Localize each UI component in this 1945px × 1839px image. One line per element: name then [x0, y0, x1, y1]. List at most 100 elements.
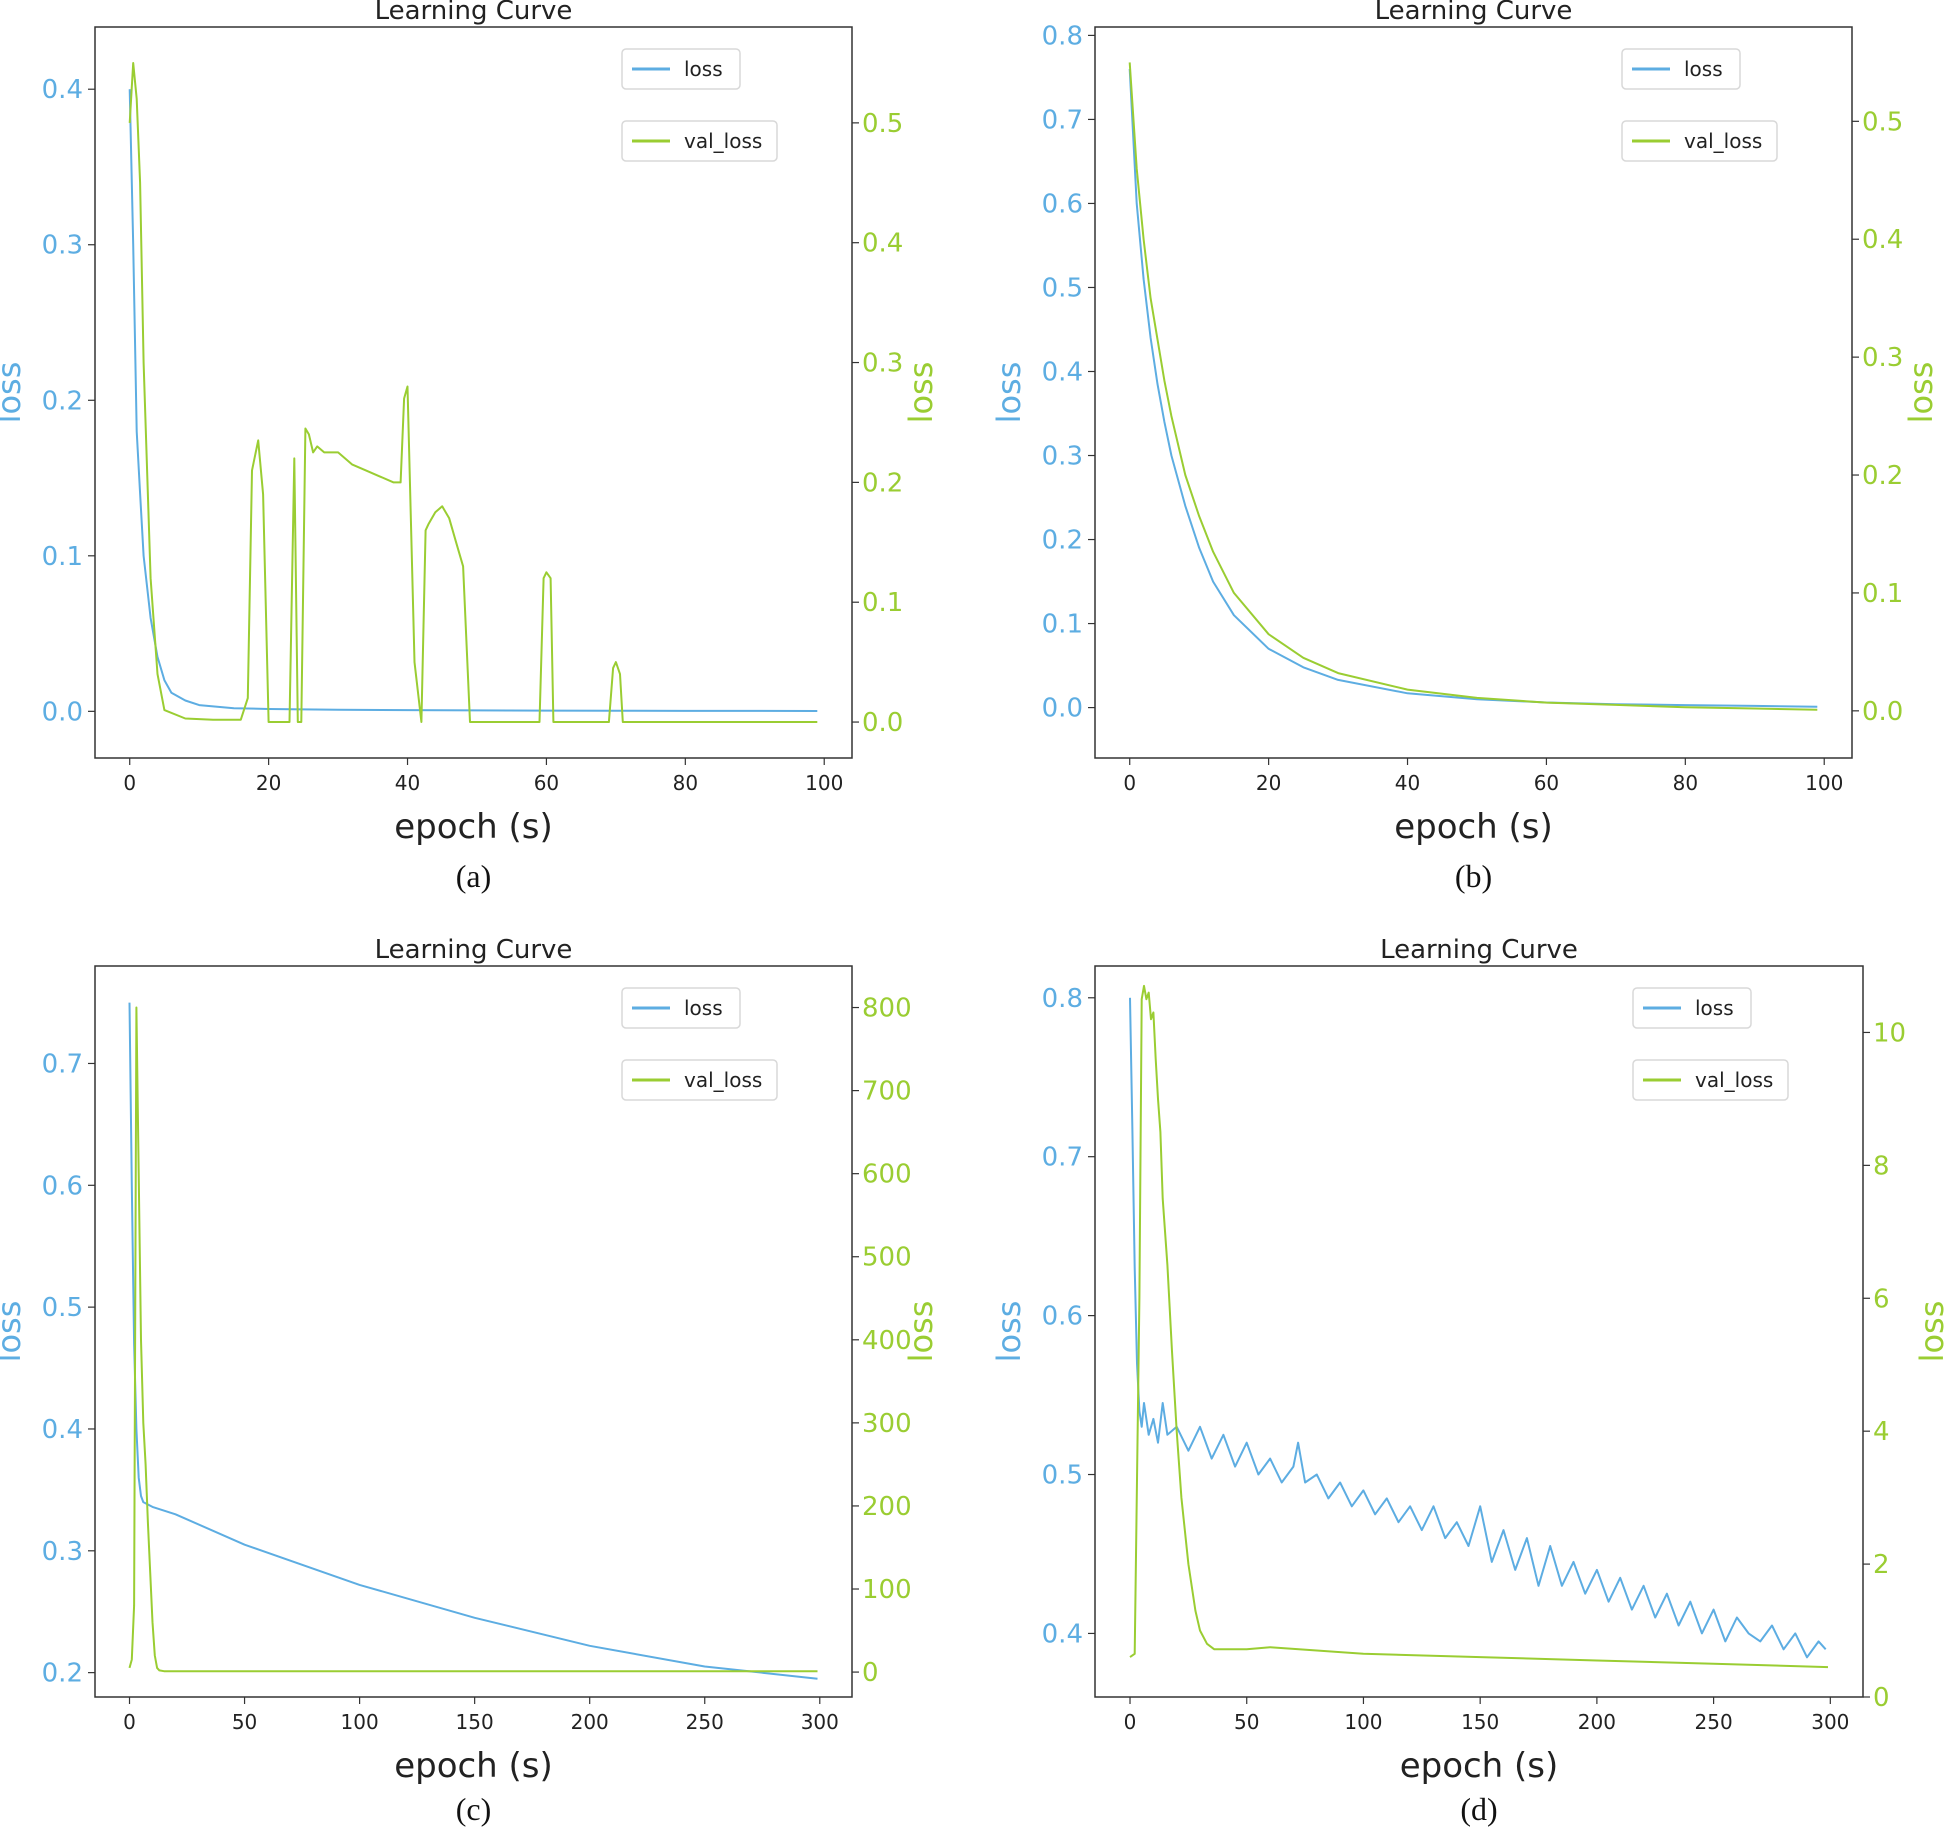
y-left-tick-label: 0.2: [42, 1659, 83, 1689]
legend-label: loss: [684, 57, 723, 81]
legend-box: [621, 987, 741, 1029]
y-left-tick-label: 0.0: [1042, 694, 1083, 724]
y-right-tick-label: 0.3: [862, 349, 903, 379]
chart-a: Learning Curve 0 20 40 60 80 100 epoch (s) 0.0 0.…: [0, 0, 940, 894]
legend-box: [621, 48, 741, 90]
series-line-loss: [1129, 997, 1827, 1659]
x-tick-label: 80: [673, 771, 698, 795]
subfigure-caption: (d): [1460, 1791, 1497, 1827]
x-tick-label: 60: [1534, 771, 1559, 795]
legend-label: loss: [1695, 996, 1734, 1020]
y-left-axis-label: loss: [0, 362, 28, 424]
x-tick-label: 60: [534, 771, 559, 795]
y-left-tick-label: 0.4: [42, 1415, 83, 1445]
y-right-tick-label: 100: [862, 1575, 912, 1605]
y-right-tick-label: 0.4: [1862, 225, 1903, 255]
plot-frame: [94, 26, 853, 759]
x-axis-label: epoch (s): [394, 807, 553, 847]
x-tick-label: 100: [341, 1710, 379, 1734]
x-tick-label: 0: [123, 771, 136, 795]
y-left-tick-label: 0.5: [42, 1293, 83, 1323]
x-tick-label: 40: [1395, 771, 1420, 795]
x-tick-label: 100: [1805, 771, 1843, 795]
x-tick-label: 200: [1578, 1710, 1616, 1734]
chart-b: Learning Curve 0 20 40 60 80 100 epoch (s) 0.0 0.…: [990, 0, 1940, 894]
legend-box: [1632, 1059, 1789, 1101]
y-left-tick-label: 0.3: [42, 1537, 83, 1567]
series-line-loss: [128, 89, 818, 712]
y-left-tick-label: 0.3: [42, 231, 83, 261]
legend-label: val_loss: [684, 1068, 762, 1092]
x-tick-label: 150: [1461, 1710, 1499, 1734]
y-right-tick-label: 0: [862, 1658, 879, 1688]
plot-frame: [1094, 26, 1853, 759]
x-tick-label: 50: [232, 1710, 257, 1734]
chart-title: Learning Curve: [375, 935, 573, 965]
y-right-tick-label: 0.3: [1862, 343, 1903, 373]
x-tick-label: 40: [395, 771, 420, 795]
y-left-tick-label: 0.4: [1042, 1619, 1083, 1649]
y-right-tick-label: 500: [862, 1243, 912, 1273]
series-line-loss: [128, 1002, 818, 1680]
x-tick-label: 0: [1123, 771, 1136, 795]
x-tick-label: 20: [1256, 771, 1281, 795]
y-right-axis-label: loss: [902, 362, 940, 424]
x-tick-label: 150: [456, 1710, 494, 1734]
x-tick-label: 80: [1673, 771, 1698, 795]
series-line-loss: [1128, 68, 1818, 708]
x-axis-label: epoch (s): [1394, 807, 1553, 847]
y-left-axis-label: loss: [990, 1301, 1028, 1363]
x-tick-label: 20: [256, 771, 281, 795]
chart-c: Learning Curve 0 50 100 150 200 250 300 epoch (s…: [0, 935, 940, 1827]
legend-label: loss: [684, 996, 723, 1020]
y-left-tick-label: 0.3: [1042, 442, 1083, 472]
chart-title: Learning Curve: [375, 0, 573, 26]
x-tick-label: 250: [686, 1710, 724, 1734]
x-tick-label: 300: [1811, 1710, 1849, 1734]
y-left-tick-label: 0.4: [1042, 357, 1083, 387]
y-left-tick-label: 0.6: [1042, 189, 1083, 219]
y-right-axis-label: loss: [902, 1301, 940, 1363]
y-left-tick-label: 0.1: [42, 542, 83, 572]
y-left-axis-label: loss: [990, 362, 1028, 424]
subfigure-caption: (c): [456, 1791, 492, 1827]
y-right-tick-label: 4: [1873, 1417, 1890, 1447]
subfigure-caption: (b): [1455, 858, 1492, 894]
y-right-tick-label: 0.5: [1862, 107, 1903, 137]
y-left-tick-label: 0.5: [1042, 273, 1083, 303]
y-left-tick-label: 0.7: [1042, 1143, 1083, 1173]
y-right-axis-label: loss: [1902, 362, 1940, 424]
y-right-axis-label: loss: [1913, 1301, 1945, 1363]
plot-frame: [1094, 965, 1864, 1698]
x-tick-label: 0: [123, 1710, 136, 1734]
y-right-tick-label: 600: [862, 1160, 912, 1190]
series-line-val-loss: [128, 62, 818, 723]
series-line-val-loss: [1129, 984, 1829, 1669]
chart-title: Learning Curve: [1380, 935, 1578, 965]
x-tick-label: 50: [1234, 1710, 1259, 1734]
y-left-axis-label: loss: [0, 1301, 28, 1363]
y-right-tick-label: 0: [1873, 1683, 1890, 1713]
x-tick-label: 300: [801, 1710, 839, 1734]
legend-label: loss: [1684, 57, 1723, 81]
y-right-tick-label: 0.5: [862, 109, 903, 139]
y-left-tick-label: 0.5: [1042, 1461, 1083, 1491]
y-right-tick-label: 0.4: [862, 229, 903, 259]
chart-title: Learning Curve: [1375, 0, 1573, 26]
y-left-tick-label: 0.6: [42, 1171, 83, 1201]
x-tick-label: 100: [805, 771, 843, 795]
y-left-tick-label: 0.8: [1042, 21, 1083, 51]
legend-box: [621, 1059, 778, 1101]
x-tick-label: 250: [1695, 1710, 1733, 1734]
legend-box: [1621, 48, 1741, 90]
y-left-tick-label: 0.7: [1042, 105, 1083, 135]
y-left-tick-label: 0.2: [42, 386, 83, 416]
y-left-tick-label: 0.2: [1042, 526, 1083, 556]
y-left-tick-label: 0.4: [42, 75, 83, 105]
x-axis-label: epoch (s): [394, 1746, 553, 1786]
y-left-tick-label: 0.6: [1042, 1302, 1083, 1332]
series-line-val-loss: [128, 1006, 818, 1673]
y-right-tick-label: 700: [862, 1077, 912, 1107]
y-left-tick-label: 0.7: [42, 1049, 83, 1079]
legend-box: [1632, 987, 1752, 1029]
